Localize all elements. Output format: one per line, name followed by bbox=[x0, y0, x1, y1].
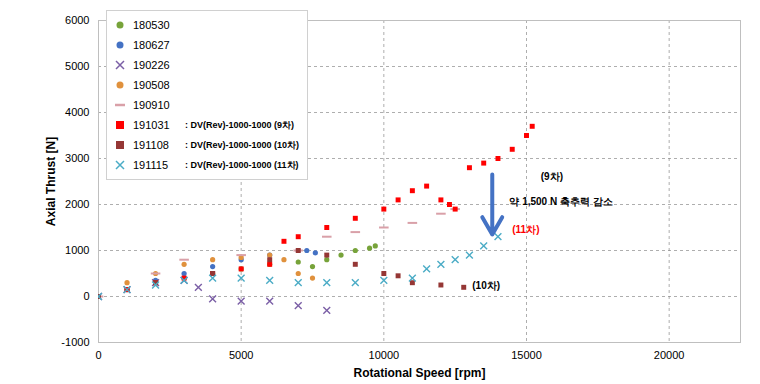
svg-text:6000: 6000 bbox=[65, 14, 89, 26]
svg-text:3000: 3000 bbox=[65, 152, 89, 164]
html-text:191115: 191115 bbox=[133, 159, 169, 171]
html-text:191031: 191031 bbox=[133, 119, 170, 131]
html-text:: DV(Rev)-1000-1000 (10차): : DV(Rev)-1000-1000 (10차) bbox=[185, 140, 299, 150]
svg-text:0: 0 bbox=[95, 349, 101, 361]
svg-text:15000: 15000 bbox=[511, 349, 542, 361]
html-text:: DV(Rev)-1000-1000 (9차): : DV(Rev)-1000-1000 (9차) bbox=[185, 120, 294, 130]
svg-text:20000: 20000 bbox=[654, 349, 685, 361]
svg-text:(11차): (11차) bbox=[512, 224, 539, 235]
svg-text:10000: 10000 bbox=[369, 349, 400, 361]
html-text:191108: 191108 bbox=[133, 139, 169, 151]
svg-text:-1000: -1000 bbox=[61, 336, 89, 348]
html-text:190508: 190508 bbox=[133, 79, 170, 91]
svg-text:(10차): (10차) bbox=[472, 280, 500, 291]
svg-text:(9차): (9차) bbox=[541, 171, 563, 182]
svg-text:약 1,500 N 축추력 감소: 약 1,500 N 축추력 감소 bbox=[509, 196, 612, 207]
html-text:180627: 180627 bbox=[133, 39, 170, 51]
svg-text:4000: 4000 bbox=[65, 106, 89, 118]
svg-text:Axial Thrust [N]: Axial Thrust [N] bbox=[44, 137, 58, 226]
html-text:: DV(Rev)-1000-1000 (11차): : DV(Rev)-1000-1000 (11차) bbox=[185, 160, 299, 170]
svg-text:1000: 1000 bbox=[65, 244, 89, 256]
svg-text:5000: 5000 bbox=[65, 60, 89, 72]
svg-text:5000: 5000 bbox=[229, 349, 253, 361]
svg-text:0: 0 bbox=[83, 290, 89, 302]
svg-text:2000: 2000 bbox=[65, 198, 89, 210]
html-text:180530: 180530 bbox=[133, 19, 170, 31]
html-text:190226: 190226 bbox=[133, 59, 170, 71]
svg-text:Rotational Speed [rpm]: Rotational Speed [rpm] bbox=[353, 366, 485, 380]
html-text:190910: 190910 bbox=[133, 99, 170, 111]
